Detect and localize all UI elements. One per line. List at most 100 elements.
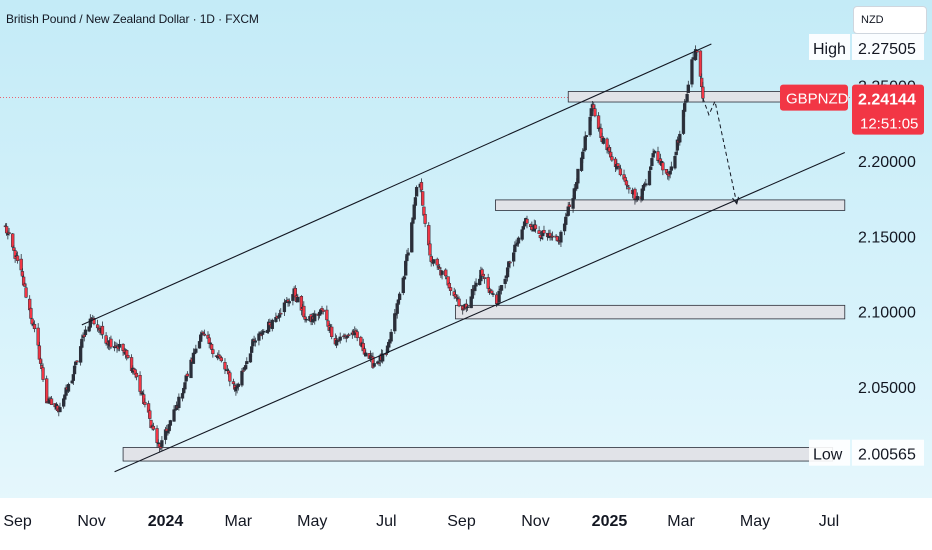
- candle: [559, 230, 563, 248]
- time-axis-bg: [0, 498, 932, 550]
- channel-line-upper: [81, 43, 712, 326]
- candle-body: [516, 237, 521, 244]
- candle: [304, 316, 308, 323]
- candle: [457, 296, 461, 308]
- candle-body: [389, 331, 393, 342]
- candle-body: [185, 373, 190, 377]
- candle: [325, 305, 329, 323]
- candle: [185, 371, 190, 380]
- candle-body: [126, 355, 130, 358]
- candle: [583, 131, 587, 152]
- candle-body: [7, 232, 11, 234]
- candle-body: [698, 50, 703, 77]
- candle: [168, 419, 173, 430]
- candle-body: [499, 285, 504, 291]
- candle: [151, 422, 156, 431]
- candle: [389, 328, 393, 344]
- candle-body: [419, 182, 424, 191]
- candle-body: [428, 243, 432, 256]
- zone-3: [122, 447, 834, 462]
- candle: [406, 247, 410, 260]
- candle-body: [644, 183, 648, 186]
- candle-body: [397, 293, 402, 300]
- candle: [419, 178, 424, 193]
- time-label: Nov: [77, 513, 105, 530]
- candle-body: [685, 94, 689, 102]
- candle-body: [191, 352, 196, 364]
- candle-body: [486, 277, 490, 289]
- candle: [661, 161, 665, 176]
- candle-body: [58, 407, 62, 413]
- candle-body: [559, 231, 563, 243]
- price-tick-label: 2.15000: [858, 229, 916, 246]
- high-value-bg: [852, 33, 924, 60]
- candle-body: [610, 156, 614, 161]
- last-price-value: 2.24144: [858, 92, 916, 109]
- candle-body: [109, 338, 113, 348]
- candle: [414, 185, 419, 197]
- candle-body: [542, 229, 546, 234]
- candle: [588, 113, 592, 137]
- time-label: Nov: [521, 513, 549, 530]
- candle-body: [245, 361, 249, 365]
- candle: [260, 329, 265, 340]
- trend-lines-layer: [81, 43, 846, 473]
- candle: [7, 227, 11, 236]
- candle-body: [4, 226, 9, 234]
- last-price-tag: [852, 84, 924, 135]
- candle: [347, 332, 351, 337]
- candle: [381, 349, 385, 364]
- candle-body: [372, 363, 376, 367]
- candle-body: [355, 331, 359, 339]
- candle: [431, 259, 436, 267]
- candle: [633, 187, 637, 205]
- candle-body: [29, 308, 33, 319]
- candle-body: [686, 84, 690, 93]
- price-tick-label: 2.10000: [858, 305, 916, 322]
- candle: [616, 163, 620, 170]
- candle-body: [219, 357, 223, 362]
- candle-body: [183, 382, 187, 390]
- candle: [508, 260, 512, 269]
- candle-body: [381, 353, 385, 362]
- candle: [444, 268, 448, 280]
- currency-selector[interactable]: NZD: [853, 6, 927, 34]
- candle-body: [401, 277, 405, 294]
- candle: [143, 398, 147, 408]
- candle-body: [208, 342, 213, 345]
- candle-body: [616, 163, 620, 167]
- candle-body: [503, 278, 507, 284]
- candle-body: [571, 198, 575, 209]
- candle-body: [117, 344, 122, 348]
- candle: [24, 283, 28, 299]
- time-label: Mar: [667, 513, 695, 530]
- candle-body: [248, 353, 253, 363]
- candle: [321, 309, 325, 315]
- candle: [685, 92, 689, 102]
- candle: [593, 105, 597, 118]
- candle-body: [520, 229, 524, 240]
- candle: [465, 304, 470, 311]
- candle-body: [650, 158, 654, 166]
- candle-body: [241, 370, 245, 372]
- candle: [202, 329, 206, 337]
- candle-body: [550, 235, 555, 238]
- time-label: Mar: [225, 513, 253, 530]
- candle: [550, 231, 555, 241]
- candle: [499, 285, 504, 295]
- candle: [690, 58, 694, 88]
- candle-body: [581, 151, 585, 160]
- candle-body: [652, 150, 657, 154]
- candle-body: [618, 168, 623, 176]
- candle-body: [149, 419, 153, 428]
- candle: [330, 324, 334, 340]
- candle-body: [435, 258, 439, 266]
- candle-body: [41, 367, 45, 380]
- candle-body: [505, 267, 510, 278]
- candle: [66, 382, 71, 394]
- candles-layer: [3, 45, 705, 453]
- candle: [635, 192, 640, 202]
- candle-body: [690, 59, 694, 85]
